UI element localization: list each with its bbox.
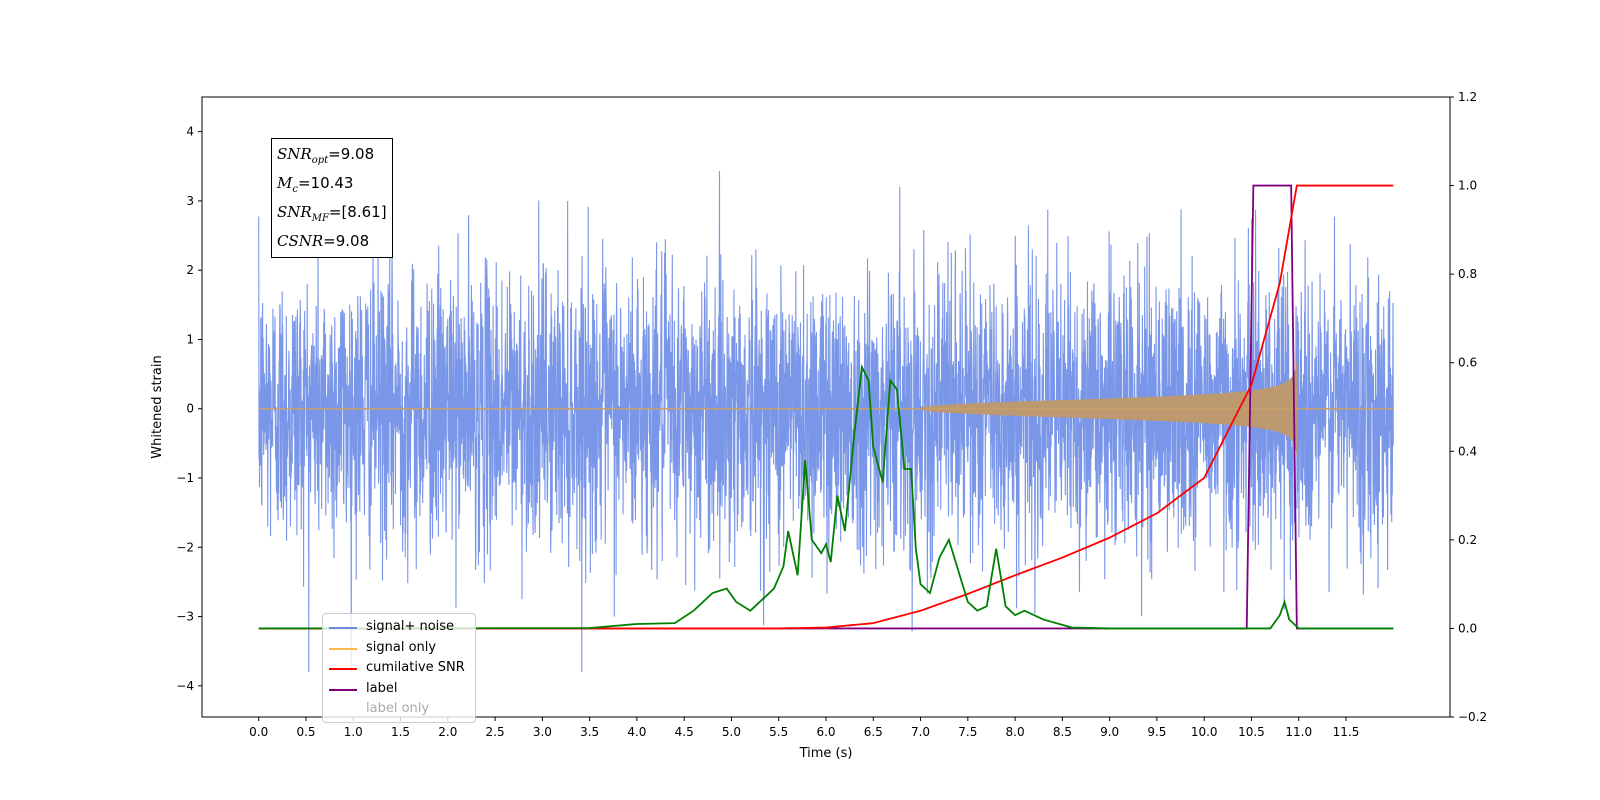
x-tick-label: 2.0 bbox=[438, 725, 457, 739]
x-tick-label: 3.5 bbox=[580, 725, 599, 739]
stats-annotation-box: SNRopt=9.08 Mc=10.43 SNRMF=[8.61] CSNR=9… bbox=[271, 138, 393, 258]
snr-opt-annotation: SNRopt=9.08 bbox=[277, 145, 375, 166]
legend-label: signal+ noise bbox=[366, 619, 455, 634]
x-tick-label: 11.0 bbox=[1285, 725, 1312, 739]
y-tick-label: 3 bbox=[186, 194, 194, 208]
y-tick-label: 0 bbox=[186, 402, 194, 416]
y2-tick-label: 0.4 bbox=[1458, 444, 1477, 458]
y2-tick-label: 0.8 bbox=[1458, 267, 1477, 281]
y2-tick-label: 0.0 bbox=[1458, 621, 1477, 635]
x-tick-label: 4.5 bbox=[675, 725, 694, 739]
x-tick-label: 10.5 bbox=[1238, 725, 1265, 739]
legend-swatch bbox=[329, 627, 357, 629]
y-tick-label: −2 bbox=[176, 540, 194, 554]
legend-swatch bbox=[329, 647, 357, 650]
legend-item-cumulative-snr: cumilative SNR bbox=[323, 658, 475, 679]
csnr-annotation: CSNR=9.08 bbox=[277, 232, 370, 250]
legend-item-label: label bbox=[323, 679, 475, 700]
y2-tick-label: 0.2 bbox=[1458, 533, 1477, 547]
x-tick-label: 1.0 bbox=[344, 725, 363, 739]
x-tick-label: 9.0 bbox=[1100, 725, 1119, 739]
x-tick-label: 5.0 bbox=[722, 725, 741, 739]
legend-label: label only bbox=[366, 701, 430, 717]
x-tick-label: 10.0 bbox=[1191, 725, 1218, 739]
legend-swatch bbox=[329, 668, 357, 671]
chirp-mass-annotation: Mc=10.43 bbox=[277, 174, 354, 195]
legend-item-label-only: label only bbox=[323, 699, 475, 720]
chart-legend: signal+ noise signal only cumilative SNR… bbox=[322, 613, 476, 723]
x-tick-label: 4.0 bbox=[627, 725, 646, 739]
series-signal-statistics bbox=[258, 364, 1394, 630]
x-tick-label: 7.0 bbox=[911, 725, 930, 739]
y-tick-label: −4 bbox=[176, 679, 194, 693]
x-tick-label: 6.0 bbox=[816, 725, 835, 739]
series-cumulative-snr bbox=[258, 184, 1394, 630]
legend-item-signal-noise: signal+ noise bbox=[323, 617, 475, 638]
snr-mf-annotation: SNRMF=[8.61] bbox=[277, 203, 387, 224]
x-tick-label: 6.5 bbox=[864, 725, 883, 739]
legend-swatch bbox=[329, 688, 357, 691]
x-tick-label: 8.5 bbox=[1053, 725, 1072, 739]
x-tick-label: 7.5 bbox=[958, 725, 977, 739]
y-tick-label: −3 bbox=[176, 610, 194, 624]
y2-tick-label: 0.6 bbox=[1458, 356, 1477, 370]
x-tick-label: 5.5 bbox=[769, 725, 788, 739]
legend-label: label bbox=[366, 680, 398, 696]
legend-swatch bbox=[329, 709, 357, 711]
y-tick-label: 2 bbox=[186, 263, 194, 277]
y2-tick-label: 1.0 bbox=[1458, 179, 1477, 193]
axis-layer: 0.0 0.5 1.0 1.5 2.0 2.5 3.0 3.5 4.0 4.5 5.0 5.5 6.0 6… bbox=[176, 90, 1487, 739]
x-tick-label: 3.0 bbox=[533, 725, 552, 739]
y-axis-label: Whitened strain bbox=[150, 355, 165, 458]
x-tick-label: 2.5 bbox=[486, 725, 505, 739]
y-tick-label: −1 bbox=[176, 471, 194, 485]
y-tick-label: 4 bbox=[186, 125, 194, 139]
x-tick-label: 0.0 bbox=[249, 725, 268, 739]
legend-label: signal only bbox=[366, 639, 437, 655]
y-tick-label: 1 bbox=[186, 332, 194, 346]
x-axis-label: Time (s) bbox=[799, 746, 853, 761]
x-tick-label: 11.5 bbox=[1333, 725, 1360, 739]
legend-label: cumilative SNR bbox=[366, 660, 465, 676]
y2-tick-label: 1.2 bbox=[1458, 90, 1477, 104]
x-tick-label: 0.5 bbox=[296, 725, 315, 739]
x-tick-label: 8.0 bbox=[1006, 725, 1025, 739]
legend-item-signal-only: signal only bbox=[323, 638, 475, 659]
x-tick-label: 1.5 bbox=[391, 725, 410, 739]
y2-tick-label: −0.2 bbox=[1458, 710, 1487, 724]
x-tick-label: 9.5 bbox=[1147, 725, 1166, 739]
series-layer bbox=[258, 171, 1394, 672]
